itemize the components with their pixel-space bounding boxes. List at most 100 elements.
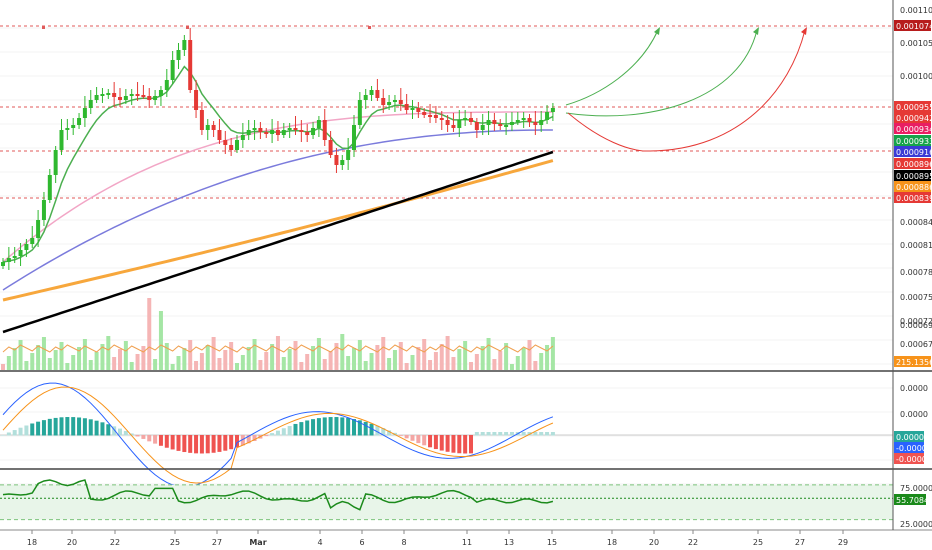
volume-bar <box>451 357 456 370</box>
time-axis-tick: 25 <box>753 538 763 547</box>
macd-histogram-bar <box>59 417 64 436</box>
macd-histogram-bar <box>30 423 35 436</box>
volume-bar <box>445 336 450 370</box>
time-axis-tick: 29 <box>838 538 848 547</box>
macd-histogram-bar <box>135 435 140 437</box>
volume-bar <box>217 358 222 370</box>
candle-body <box>123 96 128 100</box>
candle-body <box>205 125 210 130</box>
macd-histogram-bar <box>153 435 158 444</box>
candle-body <box>223 140 228 145</box>
price-tag-label: 0.0008953 <box>896 172 932 181</box>
candle-body <box>59 130 64 150</box>
time-axis-tick: 4 <box>317 538 322 547</box>
volume-bar <box>527 340 532 370</box>
candle-body <box>199 110 204 130</box>
price-axis-tick: 0.0007200 <box>900 317 932 326</box>
candle-body <box>135 94 140 96</box>
time-axis[interactable]: 18 20 22 25 27 Mar 4 6 8 11 13 15 18 20 22 25 27 29 <box>27 530 848 547</box>
arrow-head <box>801 27 807 35</box>
macd-histogram-bar <box>439 435 444 451</box>
volume-bar <box>240 355 245 370</box>
macd-histogram-bar <box>275 430 280 436</box>
volume-bar <box>141 346 146 370</box>
macd-histogram-bar <box>498 432 503 436</box>
macd-histogram-bar <box>398 435 403 436</box>
candle-body <box>363 95 368 100</box>
volume-bar <box>12 348 17 370</box>
macd-histogram-bar <box>311 419 316 436</box>
candle-body <box>158 90 163 96</box>
price-tag-label: 0.0008396 <box>896 194 932 203</box>
candle-body <box>428 115 433 117</box>
macd-histogram-bar <box>6 432 11 436</box>
candle-body <box>229 145 234 150</box>
macd-histogram-bar <box>123 430 128 436</box>
candle-body <box>270 130 275 134</box>
volume-bar <box>357 340 362 370</box>
candle-body <box>41 200 46 220</box>
volume-bar <box>433 352 438 370</box>
volume-bar <box>1 364 5 370</box>
volume-bar <box>264 352 269 370</box>
price-tag-label: 0.0010741 <box>896 22 932 31</box>
volume-bar <box>375 345 380 370</box>
volume-tag-label: 215.1356 <box>896 358 932 367</box>
macd-histogram-bar <box>299 422 304 436</box>
price-tag-label: 0.0009346 <box>896 125 932 134</box>
macd-histogram-bar <box>469 435 473 454</box>
volume-bar <box>311 346 316 370</box>
candle-body <box>217 130 222 140</box>
macd-histogram-bar <box>223 435 228 451</box>
volume-bar <box>170 364 175 370</box>
macd-histogram-bar <box>129 433 134 436</box>
macd-histogram-bar <box>147 435 152 442</box>
series-line-orange <box>2 159 554 302</box>
price-axis[interactable]: 0.0011000 0.0010500 0.0010000 0.0008400 0.00… <box>894 6 932 529</box>
volume-bar <box>515 356 520 370</box>
candle-body <box>112 93 117 97</box>
macd-histogram-bar <box>451 435 456 453</box>
macd-histogram-bar <box>77 417 82 436</box>
volume-bar <box>469 362 473 370</box>
macd-histogram-bar <box>521 432 526 436</box>
macd-histogram-bar <box>509 432 514 436</box>
candle-body <box>118 97 122 100</box>
volume-bar <box>328 351 333 370</box>
macd-histogram-bar <box>112 426 117 436</box>
macd-histogram-bar <box>486 432 491 436</box>
candle-body <box>445 120 450 125</box>
candle-body <box>65 128 70 130</box>
volume-bar <box>340 334 345 370</box>
macd-histogram-bar <box>65 417 70 436</box>
macd-histogram-bar <box>340 417 345 436</box>
candle-body <box>106 93 111 95</box>
rsi-value-tag-label: 55.7084 <box>896 496 929 505</box>
volume-bar <box>176 356 181 370</box>
macd-tag <box>894 442 924 453</box>
candle-body <box>18 250 23 256</box>
volume-bar <box>480 346 485 370</box>
candle-body <box>94 95 99 100</box>
macd-histogram-bar <box>188 435 193 453</box>
volume-bar <box>252 339 257 370</box>
candle-body <box>416 108 421 112</box>
volume-bar <box>18 340 23 370</box>
candle-body <box>486 120 491 125</box>
volume-bar <box>492 359 497 370</box>
price-axis-tick: 0.0006750 <box>900 340 932 349</box>
candle-body <box>153 96 158 100</box>
price-tag-label: 0.0008967 <box>896 160 932 169</box>
macd-histogram-bar <box>18 427 23 436</box>
volume-bar <box>334 343 339 370</box>
candle-body <box>147 96 152 100</box>
volume-bar <box>59 342 64 370</box>
macd-histogram-bar <box>36 421 41 436</box>
projection-arrows <box>565 27 807 152</box>
macd-histogram-bar <box>357 420 362 436</box>
volume-bar <box>416 347 421 370</box>
macd-histogram-bar <box>264 435 269 437</box>
volume-bar <box>539 353 544 370</box>
volume-bar <box>211 337 216 370</box>
